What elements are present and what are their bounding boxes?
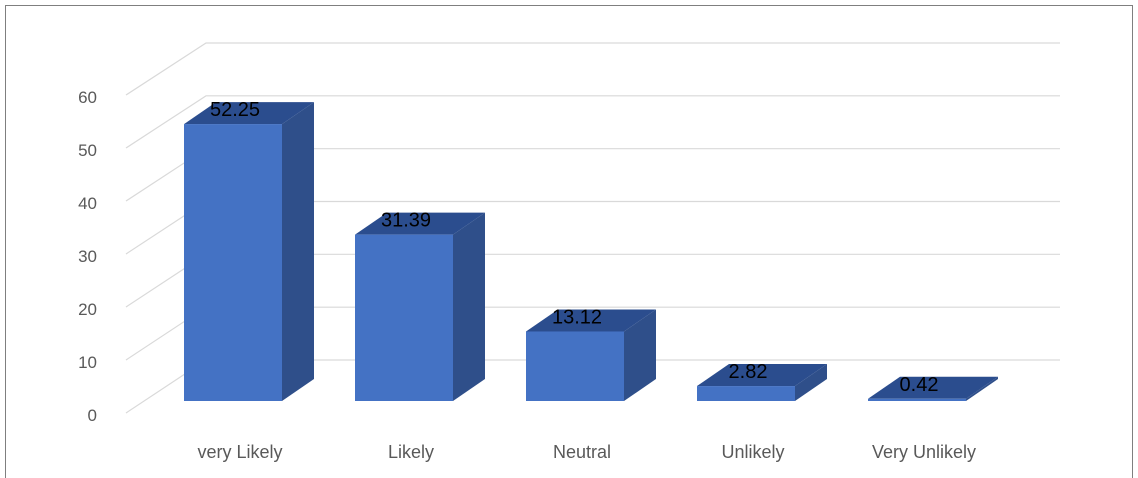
y-tick-label: 10 [78,353,97,372]
data-label: 13.12 [552,306,602,328]
bar-side-face [795,364,827,401]
y-tick-label: 30 [78,247,97,266]
bar-side-face [282,102,314,401]
y-tick-label: 0 [88,406,97,425]
x-category-label: very Likely [197,442,282,462]
x-category-label: Unlikely [721,442,784,462]
x-axis-categories: very Likely Likely Neutral Unlikely Very Unl… [197,442,976,462]
bar [697,364,827,401]
x-category-label: Neutral [553,442,611,462]
bar-top-face [526,309,656,332]
bar-front-face [184,124,282,401]
gridline [125,95,1060,149]
y-axis-ticks: 0 10 20 30 40 50 60 [78,88,97,425]
bar-front-face [868,398,966,401]
y-tick-label: 50 [78,141,97,160]
bar-side-face [966,376,998,401]
bar [526,309,656,401]
bar-top-face [868,376,998,399]
data-label: 2.82 [729,361,768,383]
gridline [125,42,1060,96]
data-label: 52.25 [210,99,260,121]
x-category-label: Likely [388,442,434,462]
bar-side-face [624,309,656,401]
bar-top-face [184,102,314,125]
data-labels: 52.25 31.39 13.12 2.82 0.42 [210,99,939,396]
bar-top-face [355,212,485,235]
bar-front-face [355,234,453,401]
bar-side-face [453,212,485,401]
y-tick-label: 60 [78,88,97,107]
x-category-label: Very Unlikely [872,442,976,462]
data-label: 0.42 [900,374,939,396]
y-tick-label: 20 [78,300,97,319]
bars [184,102,998,401]
bar [355,212,485,401]
data-label: 31.39 [381,210,431,232]
bar-front-face [526,331,624,401]
bar-top-face [697,364,827,387]
y-tick-label: 40 [78,194,97,213]
bar-front-face [697,386,795,401]
bar [868,376,998,401]
bar [184,102,314,401]
